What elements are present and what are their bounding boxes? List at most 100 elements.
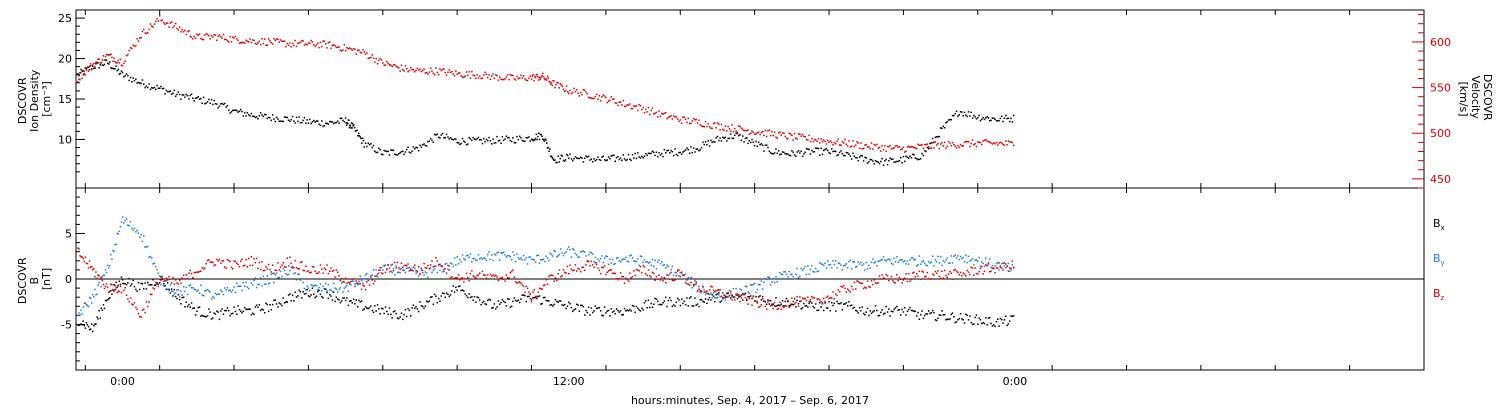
- velocity-point: [698, 119, 700, 121]
- velocity-point: [918, 144, 921, 146]
- b-bz-point: [726, 295, 728, 298]
- b-by-point: [125, 218, 128, 220]
- b-by-point: [622, 258, 624, 260]
- density-point: [641, 155, 643, 158]
- b-bx-point: [726, 292, 728, 295]
- density-point: [614, 160, 616, 162]
- density-point: [768, 150, 771, 153]
- velocity-point: [451, 70, 453, 73]
- density-point: [1011, 121, 1014, 123]
- b-by-point: [866, 268, 869, 270]
- b-bx-point: [587, 306, 590, 308]
- density-point: [139, 82, 141, 84]
- b-bz-point: [376, 273, 379, 276]
- density-point: [906, 156, 909, 158]
- b-bz-point: [584, 269, 586, 272]
- density-point: [110, 66, 112, 69]
- velocity-point: [194, 37, 197, 39]
- b-by-point: [849, 259, 852, 262]
- velocity-point: [836, 140, 838, 143]
- velocity-point: [244, 42, 246, 44]
- density-point: [629, 158, 631, 160]
- b-bz-point: [710, 285, 712, 288]
- b-bx-point: [311, 287, 314, 289]
- b-bz-point: [238, 265, 241, 268]
- b-bz-point: [880, 278, 882, 280]
- b-bx-point: [119, 283, 122, 286]
- b-bx-point: [845, 302, 848, 304]
- velocity-point: [279, 39, 282, 41]
- b-bx-point: [229, 314, 231, 317]
- b-by-point: [587, 253, 590, 256]
- velocity-point: [573, 87, 575, 90]
- b-bx-point: [886, 311, 889, 313]
- velocity-point: [560, 84, 563, 86]
- b-bz-point: [797, 305, 800, 307]
- b-bx-point: [787, 300, 789, 303]
- b-bx-point: [125, 283, 128, 286]
- b-by-point: [185, 286, 187, 289]
- b-bz-point: [505, 274, 508, 276]
- velocity-point: [990, 142, 992, 144]
- b-by-point: [307, 287, 310, 289]
- b-by-point: [249, 278, 251, 281]
- b-bz-point: [125, 294, 128, 296]
- b-bz-point: [714, 290, 716, 293]
- b-bz-point: [282, 262, 284, 264]
- b-by-point: [135, 231, 137, 233]
- velocity-point: [545, 78, 547, 80]
- b-by-point: [443, 270, 445, 273]
- b-by-point: [549, 252, 551, 254]
- b-by-point: [937, 255, 939, 258]
- density-point: [414, 148, 416, 150]
- b-bx-point: [825, 307, 828, 309]
- b-by-point: [186, 293, 189, 296]
- b-bx-point: [96, 316, 98, 318]
- b-bz-point: [536, 295, 538, 298]
- b-by-point: [597, 258, 599, 260]
- density-point: [431, 139, 433, 142]
- b-bx-point: [106, 298, 109, 301]
- b-bx-point: [491, 307, 493, 309]
- b-bz-point: [696, 290, 699, 292]
- b-bx-point: [84, 327, 87, 329]
- b-bz-point: [994, 272, 996, 274]
- b-by-point: [174, 292, 177, 294]
- b-by-point: [390, 264, 392, 267]
- velocity-point: [610, 96, 612, 98]
- density-point: [174, 95, 177, 97]
- velocity-point: [502, 78, 505, 81]
- b-bx-point: [273, 299, 275, 302]
- b-bz-point: [882, 277, 885, 279]
- b-bx-point: [945, 319, 947, 321]
- b-by-point: [283, 269, 286, 272]
- b-by-point: [763, 281, 765, 284]
- b-bz-point: [106, 286, 109, 289]
- b-by-point: [495, 254, 497, 256]
- velocity-point: [613, 98, 615, 100]
- b-bz-point: [488, 278, 490, 280]
- b-bz-point: [287, 265, 290, 267]
- density-point: [303, 117, 306, 119]
- density-point: [959, 111, 962, 113]
- density-point: [412, 146, 415, 148]
- density-point: [862, 160, 865, 162]
- b-bz-point: [925, 275, 927, 278]
- b-by-point: [751, 284, 753, 286]
- velocity-point: [945, 147, 947, 149]
- b-bx-point: [963, 322, 966, 324]
- b-bx-point: [403, 313, 405, 316]
- density-point: [544, 138, 546, 140]
- b-bz-point: [562, 269, 565, 271]
- b-bz-point: [514, 281, 517, 283]
- velocity-point: [696, 122, 699, 124]
- b-bx-point: [958, 317, 960, 320]
- density-point: [513, 141, 516, 144]
- density-point: [1001, 115, 1003, 117]
- b-bx-point: [182, 296, 185, 298]
- velocity-point: [760, 131, 763, 134]
- density-point: [92, 65, 94, 67]
- density-point: [129, 76, 132, 79]
- b-bz-point: [234, 260, 237, 263]
- b-by-point: [479, 258, 481, 260]
